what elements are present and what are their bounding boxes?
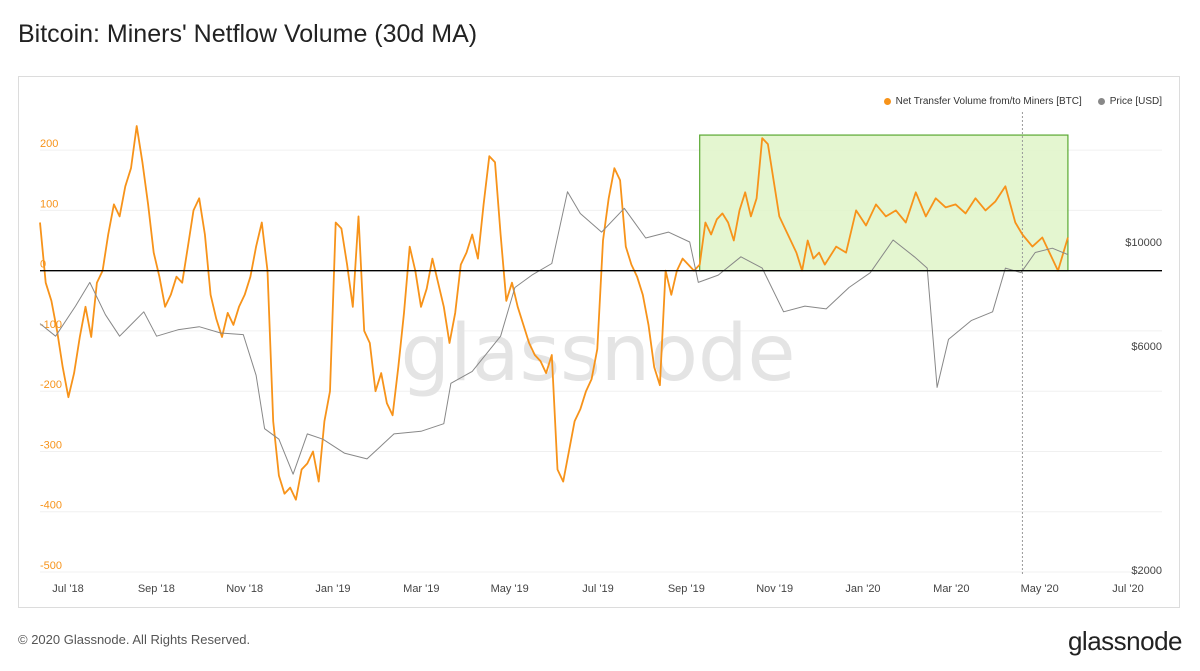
footer-brand-logo: glassnode bbox=[1067, 626, 1183, 656]
chart-legend: Net Transfer Volume from/to Miners [BTC]… bbox=[883, 96, 1162, 107]
legend-label-netflow: Net Transfer Volume from/to Miners [BTC] bbox=[895, 96, 1082, 107]
x-tick-label: Sep '18 bbox=[138, 583, 175, 595]
x-tick-label: Mar '19 bbox=[403, 583, 439, 595]
y-left-tick-label: -100 bbox=[40, 319, 62, 331]
footer-copyright: © 2020 Glassnode. All Rights Reserved. bbox=[18, 632, 251, 647]
legend-dot-netflow bbox=[883, 98, 891, 105]
x-tick-label: Jul '19 bbox=[582, 583, 613, 595]
y-right-tick-label: $10000 bbox=[1125, 237, 1162, 249]
series-line-netflow bbox=[39, 125, 1069, 501]
x-tick-label: May '20 bbox=[1021, 583, 1059, 595]
y-left-tick-label: -300 bbox=[40, 439, 62, 451]
legend-item-netflow[interactable]: Net Transfer Volume from/to Miners [BTC] bbox=[883, 96, 1082, 107]
x-tick-label: May '19 bbox=[491, 583, 529, 595]
legend-label-price: Price [USD] bbox=[1109, 96, 1162, 107]
y-left-tick-label: -200 bbox=[40, 379, 62, 391]
x-tick-label: Nov '19 bbox=[756, 583, 793, 595]
y-left-tick-label: -500 bbox=[40, 560, 62, 572]
x-tick-label: Sep '19 bbox=[668, 583, 705, 595]
y-left-tick-label: -400 bbox=[40, 500, 62, 512]
chart-frame bbox=[18, 76, 1180, 608]
y-left-tick-label: 0 bbox=[40, 259, 46, 271]
y-left-tick-label: 200 bbox=[40, 138, 58, 150]
x-tick-label: Jan '20 bbox=[845, 583, 880, 595]
y-right-tick-label: $6000 bbox=[1131, 341, 1162, 353]
series-line-price bbox=[39, 191, 1069, 475]
x-tick-label: Jul '20 bbox=[1112, 583, 1143, 595]
y-left-tick-label: 100 bbox=[40, 198, 58, 210]
x-tick-label: Jan '19 bbox=[315, 583, 350, 595]
chart-title: Bitcoin: Miners' Netflow Volume (30d MA) bbox=[18, 20, 478, 48]
legend-dot-price bbox=[1097, 98, 1105, 105]
x-tick-label: Mar '20 bbox=[933, 583, 969, 595]
legend-item-price[interactable]: Price [USD] bbox=[1097, 96, 1162, 107]
x-tick-label: Nov '18 bbox=[226, 583, 263, 595]
x-tick-label: Jul '18 bbox=[52, 583, 83, 595]
y-right-tick-label: $2000 bbox=[1131, 565, 1162, 577]
